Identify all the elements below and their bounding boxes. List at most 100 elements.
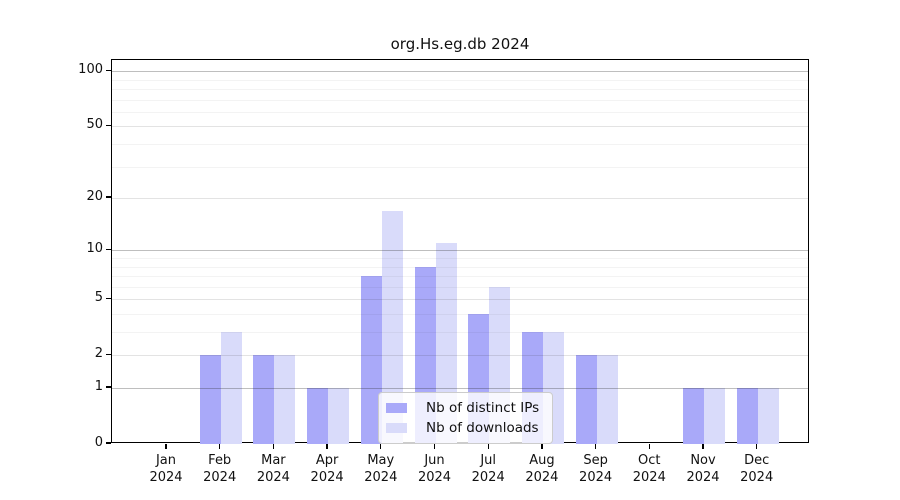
y-gridline-2 bbox=[112, 355, 808, 357]
y-tick-100 bbox=[106, 69, 111, 71]
x-tick-label-nov: Nov 2024 bbox=[671, 452, 735, 486]
y-gridline-9 bbox=[112, 258, 808, 259]
x-tick-label-year: 2024 bbox=[203, 470, 237, 485]
y-tick-label-2: 2 bbox=[94, 346, 103, 362]
y-tick-1 bbox=[106, 386, 111, 388]
x-tick-label-month: Apr bbox=[315, 453, 339, 468]
x-tick-label-year: 2024 bbox=[364, 470, 398, 485]
bar-distinct-ips-mar bbox=[253, 355, 275, 444]
x-tick-label-month: Oct bbox=[638, 453, 661, 468]
y-gridline-10 bbox=[112, 250, 808, 252]
x-tick-jul bbox=[487, 444, 489, 449]
y-tick-label-100: 100 bbox=[78, 62, 103, 78]
bar-distinct-ips-sep bbox=[575, 355, 597, 444]
chart-title: org.Hs.eg.db 2024 bbox=[390, 35, 530, 53]
x-tick-mar bbox=[272, 444, 275, 449]
y-gridline-3 bbox=[112, 332, 808, 333]
x-tick-label-jul: Jul 2024 bbox=[456, 452, 520, 486]
x-tick-label-year: 2024 bbox=[256, 470, 290, 485]
x-tick-jan bbox=[165, 444, 167, 449]
y-tick-10 bbox=[106, 248, 111, 250]
bar-distinct-ips-feb bbox=[199, 355, 221, 444]
x-tick-label-feb: Feb 2024 bbox=[188, 452, 252, 486]
y-tick-2 bbox=[106, 353, 111, 355]
x-tick-apr bbox=[326, 444, 328, 449]
y-gridline-40 bbox=[112, 144, 808, 145]
bar-distinct-ips-dec bbox=[736, 388, 758, 444]
gridlines-layer bbox=[112, 60, 808, 442]
x-tick-label-may: May 2024 bbox=[349, 452, 413, 486]
x-tick-label-year: 2024 bbox=[632, 470, 666, 485]
x-tick-label-year: 2024 bbox=[686, 470, 720, 485]
x-tick-label-month: Sep bbox=[583, 453, 608, 468]
x-tick-label-month: Jun bbox=[424, 453, 445, 468]
y-gridline-7 bbox=[112, 276, 808, 277]
y-tick-label-10: 10 bbox=[86, 241, 103, 257]
bar-downloads-nov bbox=[704, 388, 725, 444]
y-gridline-4 bbox=[112, 314, 808, 315]
y-tick-50 bbox=[106, 124, 111, 127]
bar-downloads-may bbox=[381, 210, 403, 444]
x-tick-label-year: 2024 bbox=[740, 470, 774, 485]
x-tick-aug bbox=[541, 444, 543, 449]
y-tick-label-1: 1 bbox=[94, 379, 103, 394]
y-gridline-90 bbox=[112, 79, 808, 81]
bar-downloads-dec bbox=[757, 388, 779, 444]
x-tick-feb bbox=[219, 444, 221, 449]
legend-swatch-distinct-ips-icon bbox=[386, 403, 407, 413]
x-tick-label-month: Feb bbox=[208, 453, 232, 468]
plot-area bbox=[111, 59, 809, 444]
bar-downloads-feb bbox=[220, 332, 242, 444]
x-tick-label-month: Dec bbox=[744, 453, 770, 468]
y-tick-20 bbox=[106, 196, 111, 198]
legend: Nb of distinct IPs Nb of downloads bbox=[378, 392, 554, 444]
y-tick-label-20: 20 bbox=[86, 189, 103, 205]
y-tick-label-50: 50 bbox=[86, 117, 103, 133]
bar-distinct-ips-apr bbox=[307, 388, 329, 444]
bar-downloads-mar bbox=[274, 355, 296, 444]
x-tick-label-aug: Aug 2024 bbox=[510, 452, 574, 486]
x-tick-jun bbox=[433, 444, 436, 449]
x-tick-label-month: Jan bbox=[155, 453, 177, 468]
x-tick-label-month: Mar bbox=[261, 453, 286, 468]
y-gridline-80 bbox=[112, 89, 808, 90]
legend-item-distinct-ips: Nb of distinct IPs bbox=[386, 398, 539, 418]
y-gridline-5 bbox=[112, 299, 808, 301]
y-tick-0 bbox=[106, 442, 111, 444]
x-tick-label-jan: Jan 2024 bbox=[134, 452, 198, 486]
x-tick-dec bbox=[756, 444, 758, 449]
x-tick-label-sep: Sep 2024 bbox=[564, 452, 628, 486]
bar-downloads-apr bbox=[328, 388, 350, 444]
legend-label-downloads: Nb of downloads bbox=[426, 420, 539, 436]
y-gridline-100 bbox=[112, 71, 808, 73]
y-gridline-30 bbox=[112, 166, 808, 168]
x-tick-label-year: 2024 bbox=[149, 470, 183, 485]
y-tick-label-5: 5 bbox=[94, 290, 103, 306]
y-tick-label-0: 0 bbox=[94, 435, 103, 450]
y-gridline-8 bbox=[112, 266, 808, 268]
x-tick-label-apr: Apr 2024 bbox=[295, 452, 359, 486]
y-tick-5 bbox=[106, 297, 111, 299]
legend-swatch-downloads-icon bbox=[386, 423, 407, 433]
x-tick-label-dec: Dec 2024 bbox=[725, 452, 789, 486]
bar-distinct-ips-nov bbox=[683, 388, 704, 444]
x-tick-label-month: Nov bbox=[690, 453, 716, 468]
x-tick-label-oct: Oct 2024 bbox=[617, 452, 681, 486]
x-tick-oct bbox=[648, 444, 650, 449]
x-tick-label-year: 2024 bbox=[579, 470, 613, 485]
bar-downloads-sep bbox=[596, 355, 618, 444]
y-gridline-6 bbox=[112, 286, 808, 288]
x-tick-sep bbox=[594, 444, 597, 449]
y-gridline-50 bbox=[112, 126, 808, 128]
y-gridline-60 bbox=[112, 111, 808, 113]
x-tick-label-month: Aug bbox=[529, 453, 555, 468]
bar-distinct-ips-may bbox=[360, 276, 382, 444]
x-tick-label-jun: Jun 2024 bbox=[403, 452, 467, 486]
legend-item-downloads: Nb of downloads bbox=[386, 418, 539, 438]
x-tick-nov bbox=[702, 444, 704, 449]
x-tick-label-month: May bbox=[367, 453, 395, 468]
x-tick-may bbox=[380, 444, 382, 449]
y-gridline-20 bbox=[112, 198, 808, 200]
x-tick-label-mar: Mar 2024 bbox=[241, 452, 305, 486]
